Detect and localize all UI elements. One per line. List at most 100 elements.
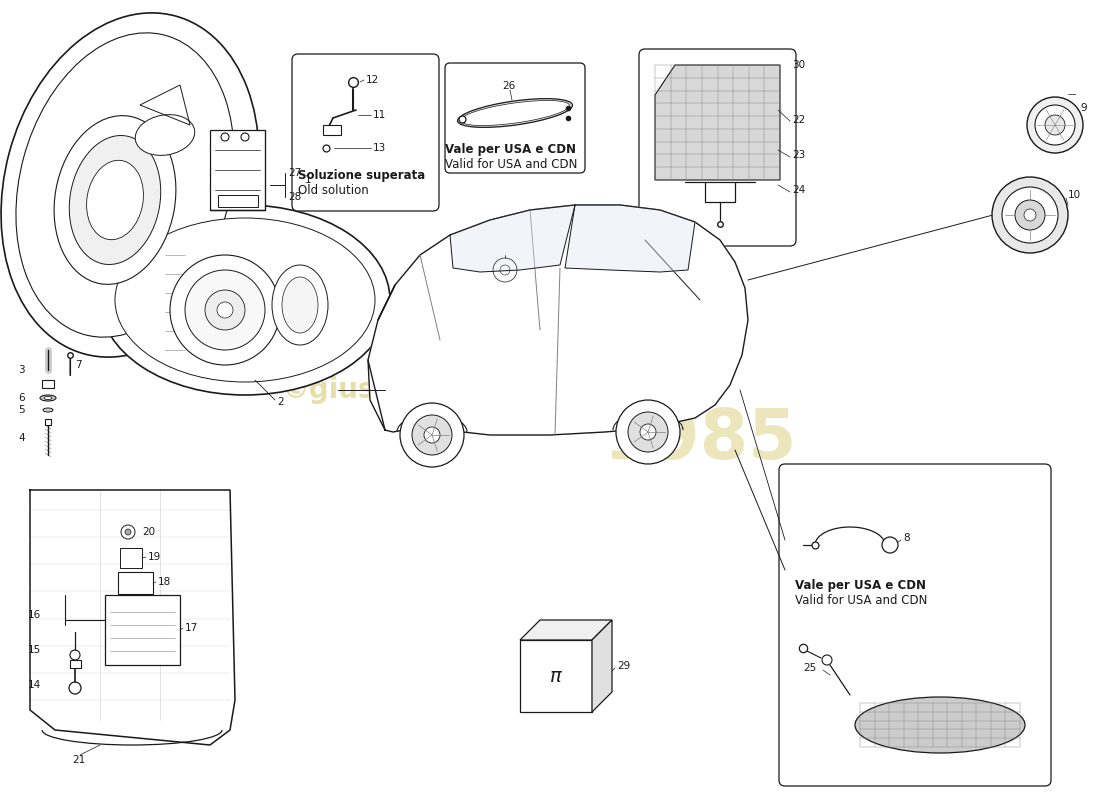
Text: 30: 30 — [792, 60, 805, 70]
Text: 22: 22 — [792, 115, 805, 125]
Ellipse shape — [135, 114, 195, 155]
Text: 19: 19 — [148, 552, 162, 562]
Text: 27: 27 — [288, 168, 301, 178]
Text: ©giuseppefuoriserie.com: ©giuseppefuoriserie.com — [280, 376, 679, 404]
Circle shape — [70, 650, 80, 660]
Text: 5: 5 — [18, 405, 24, 415]
Text: 1985: 1985 — [603, 406, 796, 474]
Ellipse shape — [15, 33, 234, 337]
Bar — [120, 548, 142, 568]
Circle shape — [221, 133, 229, 141]
Circle shape — [205, 290, 245, 330]
Ellipse shape — [458, 98, 572, 127]
Text: 12: 12 — [366, 75, 379, 85]
Text: 25: 25 — [803, 663, 816, 673]
Circle shape — [125, 529, 131, 535]
Bar — [520, 640, 592, 712]
Text: 6: 6 — [18, 393, 24, 403]
Circle shape — [882, 537, 898, 553]
FancyBboxPatch shape — [292, 54, 439, 211]
Text: —: — — [1068, 90, 1077, 99]
Text: 26: 26 — [502, 81, 515, 91]
Ellipse shape — [855, 697, 1025, 753]
FancyBboxPatch shape — [779, 464, 1050, 786]
Ellipse shape — [43, 408, 53, 412]
Circle shape — [121, 525, 135, 539]
Text: 29: 29 — [617, 661, 630, 671]
Ellipse shape — [272, 265, 328, 345]
Circle shape — [185, 270, 265, 350]
Text: π: π — [550, 666, 562, 686]
Text: Valid for USA and CDN: Valid for USA and CDN — [795, 594, 927, 606]
Bar — [118, 572, 153, 594]
Circle shape — [1002, 187, 1058, 243]
Text: 13: 13 — [373, 143, 386, 153]
Circle shape — [822, 655, 832, 665]
Text: 1: 1 — [305, 175, 311, 185]
Text: 16: 16 — [28, 610, 42, 620]
Ellipse shape — [44, 397, 52, 399]
Text: Valid for USA and CDN: Valid for USA and CDN — [446, 158, 578, 171]
Text: 23: 23 — [792, 150, 805, 160]
Text: 9: 9 — [1080, 103, 1087, 113]
Polygon shape — [368, 205, 748, 435]
Polygon shape — [450, 205, 575, 272]
Text: 24: 24 — [792, 185, 805, 195]
Bar — [70, 660, 81, 668]
Ellipse shape — [40, 395, 56, 401]
Circle shape — [1045, 115, 1065, 135]
Text: 10: 10 — [1068, 190, 1081, 200]
Circle shape — [1035, 105, 1075, 145]
Text: 4: 4 — [18, 433, 24, 443]
Bar — [218, 195, 258, 207]
Text: Vale per USA e CDN: Vale per USA e CDN — [446, 143, 576, 157]
Text: 15: 15 — [28, 645, 42, 655]
Circle shape — [628, 412, 668, 452]
Text: 11: 11 — [373, 110, 386, 120]
Circle shape — [412, 415, 452, 455]
Polygon shape — [30, 490, 235, 745]
Circle shape — [69, 682, 81, 694]
Circle shape — [400, 403, 464, 467]
Circle shape — [1015, 200, 1045, 230]
Ellipse shape — [100, 205, 390, 395]
FancyBboxPatch shape — [639, 49, 796, 246]
Ellipse shape — [69, 135, 161, 265]
Bar — [210, 130, 265, 210]
Circle shape — [217, 302, 233, 318]
FancyBboxPatch shape — [446, 63, 585, 173]
Circle shape — [992, 177, 1068, 253]
Polygon shape — [654, 65, 780, 180]
Text: 20: 20 — [142, 527, 155, 537]
Circle shape — [170, 255, 280, 365]
Polygon shape — [520, 620, 612, 640]
Text: 7: 7 — [75, 360, 81, 370]
Ellipse shape — [54, 116, 176, 284]
Bar — [323, 125, 341, 135]
Text: 17: 17 — [185, 623, 198, 633]
Text: 14: 14 — [28, 680, 42, 690]
Ellipse shape — [87, 160, 143, 240]
Bar — [104, 595, 180, 665]
Bar — [42, 380, 54, 388]
Circle shape — [640, 424, 656, 440]
Ellipse shape — [461, 101, 570, 126]
Text: 28: 28 — [288, 192, 301, 202]
Ellipse shape — [1, 13, 258, 357]
Text: 3: 3 — [18, 365, 24, 375]
Polygon shape — [565, 205, 695, 272]
Text: 21: 21 — [72, 755, 86, 765]
Text: Old solution: Old solution — [298, 183, 368, 197]
Ellipse shape — [282, 277, 318, 333]
Text: 18: 18 — [158, 577, 172, 587]
Circle shape — [1024, 209, 1036, 221]
Circle shape — [424, 427, 440, 443]
Circle shape — [616, 400, 680, 464]
Circle shape — [1027, 97, 1084, 153]
Ellipse shape — [116, 218, 375, 382]
Text: Soluzione superata: Soluzione superata — [298, 169, 426, 182]
Text: 2: 2 — [277, 397, 284, 407]
Text: 8: 8 — [903, 533, 910, 543]
Text: Vale per USA e CDN: Vale per USA e CDN — [795, 578, 926, 591]
Circle shape — [241, 133, 249, 141]
